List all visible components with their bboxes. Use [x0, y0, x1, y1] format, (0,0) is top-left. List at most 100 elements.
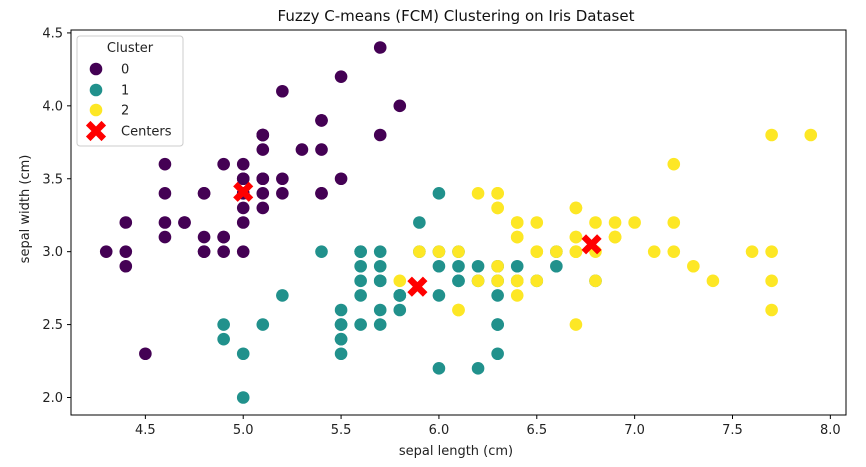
point-cluster-1	[373, 259, 387, 273]
point-cluster-0	[393, 99, 407, 113]
point-cluster-1	[354, 245, 367, 258]
point-cluster-0	[256, 201, 270, 215]
point-cluster-0	[119, 259, 133, 273]
point-cluster-0	[315, 114, 328, 127]
point-cluster-0	[256, 128, 270, 142]
point-cluster-0	[295, 143, 309, 156]
point-cluster-1	[315, 245, 328, 258]
point-cluster-2	[491, 201, 504, 215]
point-cluster-1	[491, 347, 504, 361]
point-cluster-2	[393, 274, 407, 288]
point-cluster-2	[550, 245, 563, 258]
legend-swatch-1	[89, 83, 103, 97]
point-cluster-2	[510, 274, 524, 288]
center-marker	[233, 181, 254, 202]
point-cluster-0	[334, 172, 348, 186]
point-cluster-2	[745, 245, 759, 258]
point-cluster-2	[569, 318, 583, 331]
y-axis-ticks: 2.0 2.5 3.0 3.5 4.0 4.5	[42, 26, 71, 406]
point-cluster-0	[217, 245, 230, 258]
point-cluster-1	[236, 391, 250, 404]
y-tick-label: 3.5	[42, 172, 63, 187]
point-cluster-0	[236, 157, 250, 171]
chart-title: Fuzzy C-means (FCM) Clustering on Iris D…	[278, 7, 635, 25]
point-cluster-1	[432, 362, 446, 375]
point-cluster-2	[491, 187, 504, 200]
point-cluster-1	[256, 318, 270, 331]
x-tick-label: 8.0	[820, 423, 841, 438]
point-cluster-0	[119, 216, 133, 229]
x-tick-label: 5.0	[233, 423, 254, 438]
point-cluster-1	[432, 259, 446, 273]
point-cluster-1	[550, 259, 563, 273]
point-cluster-0	[217, 157, 230, 171]
x-axis-ticks: 4.5 5.0 5.5 6.0 6.5 7.0 7.5 8.0	[135, 415, 841, 438]
centers-layer	[233, 181, 602, 297]
legend-box	[76, 35, 184, 147]
point-cluster-0	[197, 187, 211, 200]
point-cluster-0	[178, 216, 191, 229]
point-cluster-2	[628, 216, 641, 229]
point-cluster-2	[667, 157, 681, 171]
point-cluster-0	[276, 172, 289, 186]
point-cluster-2	[471, 274, 485, 288]
point-cluster-1	[432, 289, 446, 302]
point-cluster-1	[334, 303, 348, 317]
point-cluster-0	[373, 41, 387, 54]
point-cluster-0	[197, 245, 211, 258]
point-cluster-2	[589, 274, 602, 288]
point-cluster-2	[510, 216, 524, 229]
point-cluster-0	[256, 143, 270, 156]
legend-title: Cluster	[107, 41, 154, 56]
legend-swatch-2	[89, 103, 103, 117]
center-marker	[407, 276, 428, 297]
x-tick-label: 5.5	[331, 423, 352, 438]
point-cluster-2	[413, 245, 426, 258]
y-tick-label: 4.0	[42, 99, 63, 114]
y-tick-label: 3.0	[42, 245, 63, 260]
point-cluster-1	[393, 289, 407, 302]
point-cluster-1	[217, 318, 230, 331]
point-cluster-2	[452, 245, 465, 258]
point-cluster-2	[510, 230, 524, 244]
point-cluster-0	[315, 187, 328, 200]
point-cluster-2	[608, 230, 622, 244]
x-axis-label: sepal length (cm)	[399, 444, 513, 459]
point-cluster-1	[471, 259, 485, 273]
point-cluster-1	[510, 259, 524, 273]
point-cluster-0	[236, 201, 250, 215]
point-cluster-2	[706, 274, 720, 288]
point-cluster-2	[452, 303, 465, 317]
point-cluster-2	[569, 245, 583, 258]
point-cluster-0	[276, 84, 289, 98]
point-cluster-2	[667, 216, 681, 229]
point-cluster-1	[393, 303, 407, 317]
point-cluster-1	[354, 289, 367, 302]
center-marker	[581, 234, 602, 255]
point-cluster-1	[373, 245, 387, 258]
point-cluster-0	[217, 230, 230, 244]
point-cluster-1	[334, 347, 348, 361]
points-layer	[99, 41, 818, 404]
point-cluster-2	[491, 274, 504, 288]
point-cluster-2	[804, 128, 818, 142]
point-cluster-1	[276, 289, 289, 302]
point-cluster-1	[452, 274, 465, 288]
point-cluster-2	[647, 245, 661, 258]
point-cluster-2	[687, 259, 700, 273]
point-cluster-0	[119, 245, 133, 258]
point-cluster-2	[471, 187, 485, 200]
x-tick-label: 6.5	[526, 423, 547, 438]
x-tick-label: 6.0	[429, 423, 450, 438]
point-cluster-1	[217, 332, 230, 346]
point-cluster-1	[334, 318, 348, 331]
point-cluster-1	[373, 303, 387, 317]
point-cluster-1	[491, 289, 504, 302]
point-cluster-1	[354, 274, 367, 288]
point-cluster-2	[530, 216, 544, 229]
point-cluster-1	[373, 318, 387, 331]
point-cluster-0	[236, 172, 250, 186]
point-cluster-0	[158, 230, 172, 244]
point-cluster-1	[354, 259, 367, 273]
point-cluster-0	[139, 347, 152, 361]
